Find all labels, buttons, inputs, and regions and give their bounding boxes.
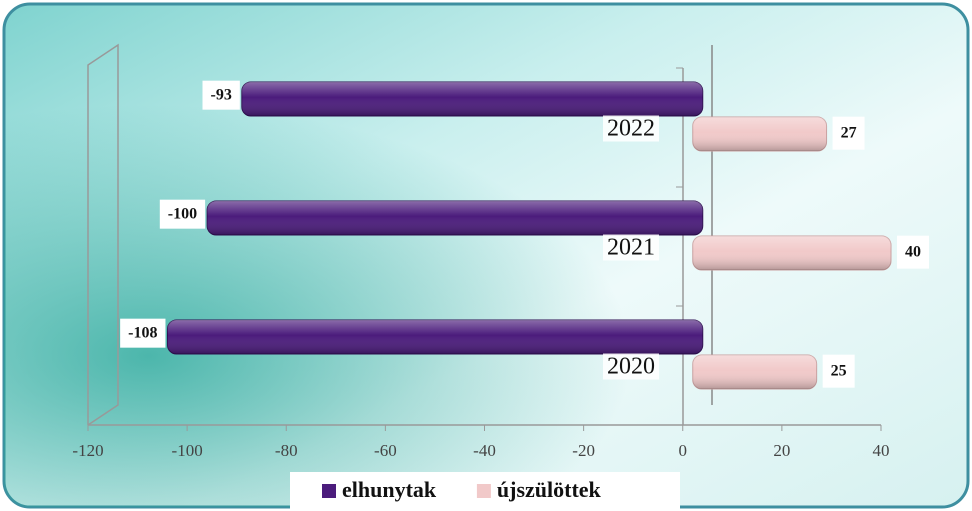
category-label: 2020 <box>607 354 655 380</box>
data-label-box <box>897 235 929 269</box>
data-label: -100 <box>168 206 197 223</box>
plot: -120 -100 -80 -60 -40 -20 0 20 40 -93 27 2022 -100 40… <box>72 67 929 460</box>
category-label: 2022 <box>607 116 655 142</box>
legend-swatch <box>322 484 336 498</box>
x-tick-label: 20 <box>773 441 790 460</box>
data-label-box <box>822 354 855 388</box>
bar-shine <box>692 117 827 151</box>
category-label-box <box>603 115 659 142</box>
back-wall <box>87 43 119 426</box>
legend-label: elhunytak <box>342 477 437 502</box>
data-label: 25 <box>831 363 847 380</box>
data-label: 27 <box>841 125 857 142</box>
data-label-box <box>832 116 865 150</box>
data-label: -108 <box>128 325 157 342</box>
legend: elhunytak újszülöttek <box>290 472 680 510</box>
legend-label: újszülöttek <box>497 477 602 502</box>
data-label: -93 <box>210 87 231 104</box>
bar-shine <box>207 201 703 235</box>
x-tick-label: -100 <box>172 441 203 460</box>
x-tick-label: -60 <box>374 441 397 460</box>
data-label-box <box>159 199 206 229</box>
bar-shine <box>692 236 891 270</box>
category-label-box <box>603 353 659 380</box>
x-tick-label: -20 <box>572 441 595 460</box>
x-tick-label: -120 <box>72 441 103 460</box>
data-label-box <box>202 80 240 110</box>
category-label: 2021 <box>607 235 655 261</box>
x-tick-label: 40 <box>873 441 890 460</box>
legend-swatch <box>476 484 491 498</box>
data-label: 40 <box>905 244 921 261</box>
x-tick-label: -80 <box>275 441 298 460</box>
category-label-box <box>603 234 659 261</box>
x-tick-label: 0 <box>679 441 688 460</box>
bar-shine <box>241 82 703 116</box>
data-label-box <box>120 318 166 348</box>
x-tick-label: -40 <box>473 441 496 460</box>
bar-shine <box>167 320 703 354</box>
bar-shine <box>692 355 817 389</box>
